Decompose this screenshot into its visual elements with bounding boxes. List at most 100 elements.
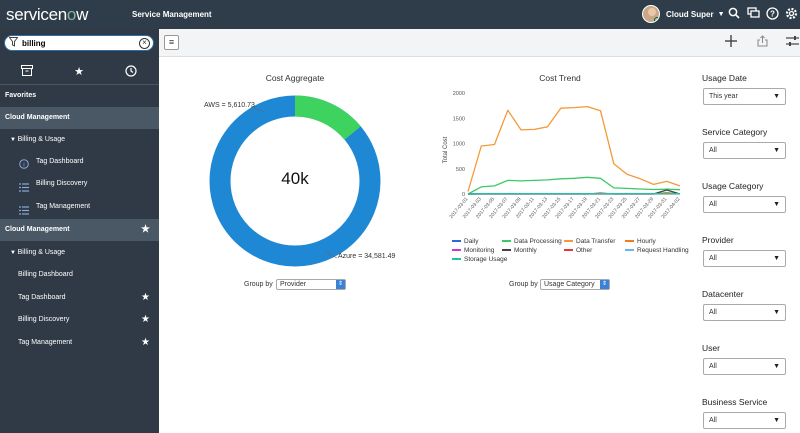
legend-label: Data Transfer bbox=[576, 238, 616, 245]
chevron-down-icon: ▼ bbox=[773, 147, 780, 154]
archive-icon[interactable] bbox=[10, 65, 44, 88]
clear-filter-icon[interactable]: × bbox=[139, 38, 150, 49]
plus-icon[interactable] bbox=[724, 35, 738, 49]
donut-group-by-label: Group by bbox=[244, 281, 273, 288]
sidebar-item-tag-management[interactable]: Tag Management bbox=[0, 196, 159, 218]
filter-icon bbox=[8, 37, 19, 50]
legend-label: Daily bbox=[464, 238, 479, 245]
filter-select-datacenter[interactable]: All ▼ bbox=[703, 304, 786, 321]
filter-select-provider[interactable]: All ▼ bbox=[703, 250, 786, 267]
star-icon[interactable]: ★ bbox=[74, 66, 84, 78]
star-icon[interactable]: ★ bbox=[141, 224, 150, 235]
chevron-down-icon: ▼ bbox=[773, 93, 780, 100]
legend-swatch bbox=[564, 249, 573, 252]
svg-text:?: ? bbox=[770, 10, 775, 19]
sidebar-item-tag-dashboard[interactable]: i Tag Dashboard bbox=[0, 151, 159, 173]
legend-swatch bbox=[452, 249, 461, 252]
main-toolbar: ≡ bbox=[159, 29, 800, 57]
caret-down-icon: ▼ bbox=[10, 250, 18, 256]
info-icon: i bbox=[19, 157, 29, 179]
legend-swatch bbox=[502, 249, 511, 252]
legend-item-monthly[interactable]: Monthly bbox=[502, 247, 537, 254]
legend-label: Hourly bbox=[637, 238, 656, 245]
favorites-header[interactable]: Favorites bbox=[0, 85, 159, 107]
filter-select-user[interactable]: All ▼ bbox=[703, 358, 786, 375]
trend-legend: Daily Data Processing Data Transfer Hourly M… bbox=[452, 238, 692, 268]
donut-chart bbox=[209, 95, 381, 267]
legend-swatch bbox=[502, 240, 511, 243]
sidebar-app-cloud-management[interactable]: Cloud Management bbox=[0, 107, 159, 129]
user-menu[interactable]: Cloud Super ▼ bbox=[642, 5, 725, 23]
sidebar-item-billing-discovery[interactable]: Billing Discovery bbox=[0, 173, 159, 195]
gear-icon[interactable] bbox=[784, 7, 798, 21]
chevron-down-icon: ▼ bbox=[773, 363, 780, 370]
sidebar-item-tag-dashboard-favorite[interactable]: Tag Dashboard ★ bbox=[0, 287, 159, 309]
filter-select-business-service[interactable]: All ▼ bbox=[703, 412, 786, 429]
y-tick-label: 1500 bbox=[453, 116, 465, 122]
filter-label-provider: Provider bbox=[702, 235, 734, 245]
legend-item-storage-usage[interactable]: Storage Usage bbox=[452, 256, 507, 263]
legend-label: Monitoring bbox=[464, 247, 495, 254]
star-icon[interactable]: ★ bbox=[141, 292, 150, 303]
y-tick-label: 0 bbox=[462, 192, 465, 198]
sidebar-group-billing-usage[interactable]: ▼ Billing & Usage bbox=[10, 136, 66, 143]
star-icon[interactable]: ★ bbox=[141, 337, 150, 348]
series-line-data-processing[interactable] bbox=[467, 176, 681, 195]
filter-select-service-category[interactable]: All ▼ bbox=[703, 142, 786, 159]
legend-item-hourly[interactable]: Hourly bbox=[625, 238, 656, 245]
donut-group-by-select[interactable]: Provider ⇕ bbox=[276, 279, 346, 290]
sidebar-app-cloud-management-favorite[interactable]: Cloud Management ★ bbox=[0, 219, 159, 241]
filter-label-usage-date: Usage Date bbox=[702, 73, 747, 83]
chevron-down-icon: ▼ bbox=[773, 201, 780, 208]
sidebar-item-billing-discovery-favorite[interactable]: Billing Discovery ★ bbox=[0, 309, 159, 331]
star-icon[interactable]: ★ bbox=[141, 314, 150, 325]
filter-value: billing bbox=[22, 39, 46, 48]
trend-group-by-select[interactable]: Usage Category ⇕ bbox=[540, 279, 610, 290]
legend-item-other[interactable]: Other bbox=[564, 247, 592, 254]
legend-label: Storage Usage bbox=[464, 256, 508, 263]
servicenow-logo[interactable]: servicenow bbox=[6, 5, 89, 24]
chevron-down-icon: ▼ bbox=[773, 309, 780, 316]
sidebar-group-billing-usage-favorite[interactable]: ▼ Billing & Usage bbox=[10, 249, 66, 256]
filter-label-usage-category: Usage Category bbox=[702, 181, 764, 191]
filter-label-user: User bbox=[702, 343, 720, 353]
search-icon[interactable] bbox=[727, 7, 741, 21]
legend-item-request-handling[interactable]: Request Handling bbox=[625, 247, 689, 254]
navigator-filter-input[interactable]: billing × bbox=[4, 35, 154, 51]
chevron-down-icon: ▼ bbox=[773, 417, 780, 424]
series-line-data-transfer[interactable] bbox=[467, 105, 681, 192]
select-arrows-icon: ⇕ bbox=[336, 280, 345, 289]
legend-item-daily[interactable]: Daily bbox=[452, 238, 478, 245]
sidebar-item-tag-management-favorite[interactable]: Tag Management ★ bbox=[0, 332, 159, 354]
menu-toggle-button[interactable]: ≡ bbox=[164, 35, 179, 50]
legend-swatch bbox=[625, 240, 634, 243]
sliders-icon[interactable] bbox=[785, 35, 799, 49]
legend-label: Other bbox=[576, 247, 593, 254]
legend-item-data-processing[interactable]: Data Processing bbox=[502, 238, 562, 245]
avatar[interactable] bbox=[642, 5, 660, 23]
legend-swatch bbox=[625, 249, 634, 252]
top-banner: servicenow Service Management Cloud Supe… bbox=[0, 0, 800, 29]
filter-select-usage-date[interactable]: This year ▼ bbox=[703, 88, 786, 105]
filter-select-usage-category[interactable]: All ▼ bbox=[703, 196, 786, 213]
donut-slice-aws[interactable] bbox=[209, 95, 381, 267]
help-icon[interactable]: ? bbox=[765, 7, 779, 21]
clock-icon[interactable] bbox=[124, 65, 138, 79]
trend-title: Cost Trend bbox=[539, 73, 581, 83]
navigator-tabs: ★ bbox=[0, 59, 159, 88]
chevron-down-icon: ▼ bbox=[717, 10, 725, 18]
filter-label-service-category: Service Category bbox=[702, 127, 768, 137]
azure-slice-label: Azure = 34,581.49 bbox=[338, 253, 396, 260]
chat-icon[interactable] bbox=[746, 7, 760, 21]
select-arrows-icon: ⇕ bbox=[600, 280, 609, 289]
y-tick-label: 1000 bbox=[453, 142, 465, 148]
y-tick-label: 500 bbox=[456, 167, 465, 173]
list-icon bbox=[19, 203, 29, 225]
share-icon[interactable] bbox=[755, 35, 769, 49]
donut-center-total: 40k bbox=[281, 169, 309, 188]
legend-label: Request Handling bbox=[637, 247, 689, 254]
sidebar-item-billing-dashboard[interactable]: Billing Dashboard bbox=[18, 271, 73, 278]
legend-item-data-transfer[interactable]: Data Transfer bbox=[564, 238, 615, 245]
legend-item-monitoring[interactable]: Monitoring bbox=[452, 247, 494, 254]
